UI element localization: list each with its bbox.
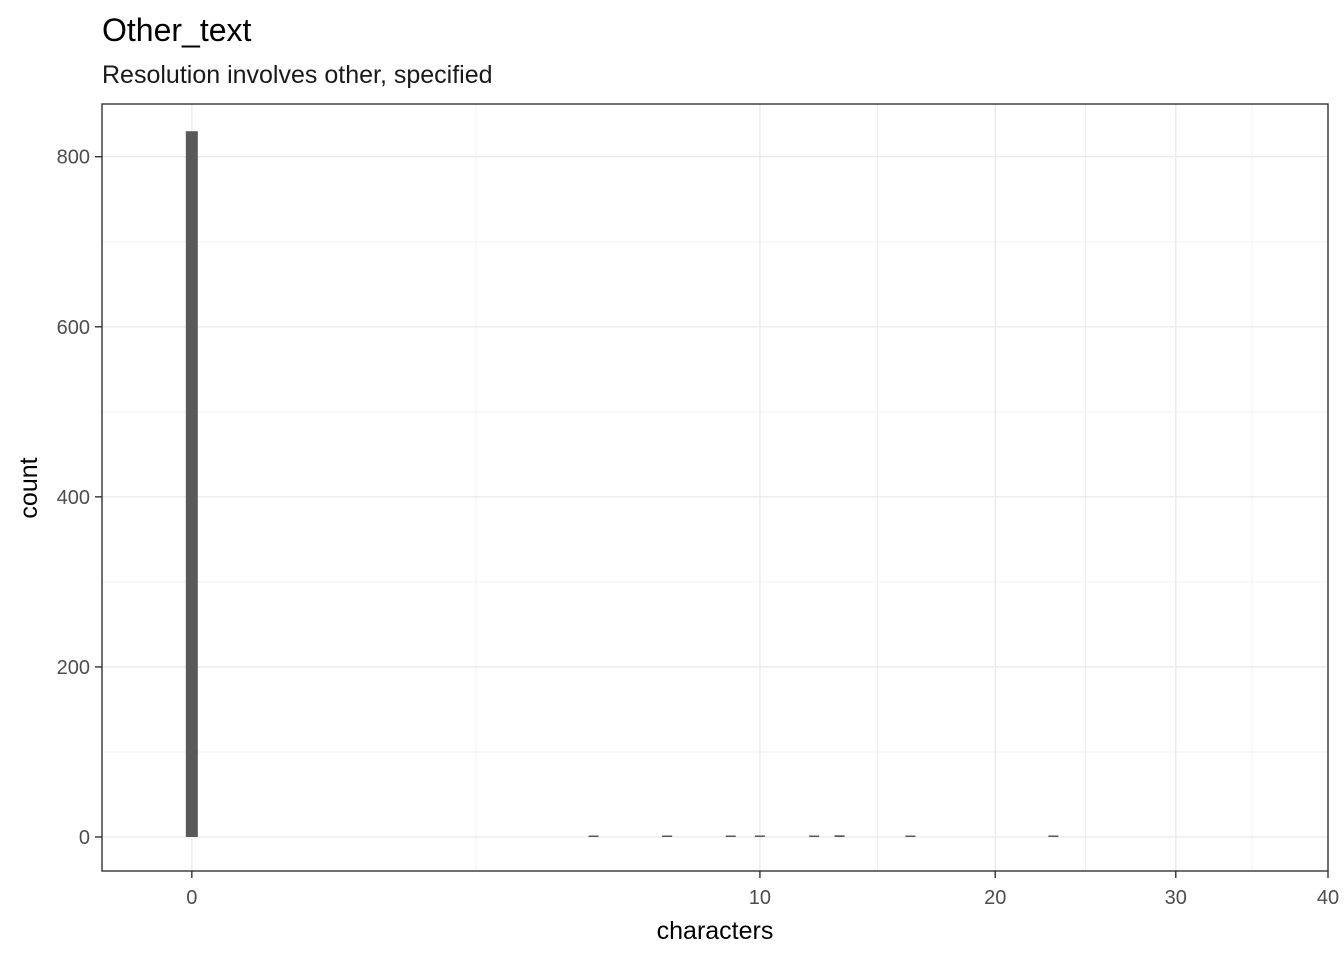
y-tick-label: 0 xyxy=(79,827,90,849)
minor-gridlines xyxy=(102,104,1328,871)
y-axis-title: count xyxy=(15,457,43,518)
y-tick-label: 400 xyxy=(57,487,90,509)
y-tick-label: 600 xyxy=(57,317,90,339)
x-tick-label: 10 xyxy=(749,887,771,909)
plot-panel xyxy=(102,104,1328,871)
histogram-bar xyxy=(754,835,765,837)
histogram-bar xyxy=(834,835,845,837)
x-axis: 0 10 20 30 40 xyxy=(186,871,1339,909)
panel-border xyxy=(101,103,1329,872)
histogram-bar xyxy=(185,131,198,837)
y-tick-label: 200 xyxy=(57,657,90,679)
y-axis: 0 200 400 600 800 xyxy=(57,147,102,849)
x-axis-title: characters xyxy=(657,917,774,945)
x-tick-label: 0 xyxy=(186,887,197,909)
y-tick-label: 800 xyxy=(57,147,90,169)
x-tick-label: 40 xyxy=(1317,887,1339,909)
chart-subtitle: Resolution involves other, specified xyxy=(102,61,493,89)
x-tick-label: 30 xyxy=(1165,887,1187,909)
x-tick-label: 20 xyxy=(984,887,1006,909)
chart-title: Other_text xyxy=(102,12,252,48)
histogram-bar xyxy=(1048,835,1059,837)
histogram-bar xyxy=(905,835,916,837)
histogram-bar xyxy=(809,835,820,837)
histogram-bar xyxy=(588,835,599,837)
histogram-bar xyxy=(662,835,673,837)
histogram-bars xyxy=(185,131,1059,837)
histogram-bar xyxy=(725,835,736,837)
